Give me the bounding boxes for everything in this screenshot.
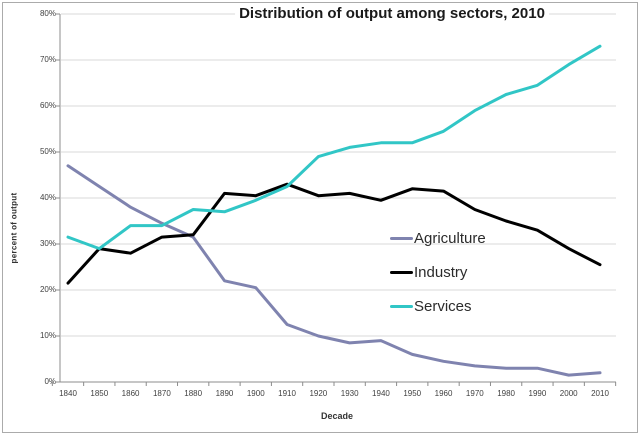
legend-swatch-industry bbox=[390, 270, 413, 274]
series-line-industry bbox=[66, 182, 602, 285]
legend-label: Agriculture bbox=[414, 229, 486, 247]
x-tick-label: 1970 bbox=[465, 389, 484, 398]
y-tick-label: 40% bbox=[39, 193, 56, 202]
x-tick-label: 1870 bbox=[152, 389, 171, 398]
y-tick-label: 20% bbox=[39, 285, 56, 294]
legend-label: Industry bbox=[414, 263, 468, 281]
x-tick-label: 1900 bbox=[246, 389, 265, 398]
gridlines bbox=[61, 13, 616, 337]
series-line-services bbox=[66, 44, 602, 251]
chart-title: Distribution of output among sectors, 20… bbox=[235, 5, 549, 22]
legend-item-services: Services bbox=[390, 297, 486, 315]
x-tick-label: 1840 bbox=[59, 389, 77, 398]
y-tick-label: 0% bbox=[44, 377, 56, 386]
x-tick-label: 2010 bbox=[591, 389, 609, 398]
x-axis-title: Decade bbox=[320, 411, 354, 421]
y-tick-label: 50% bbox=[39, 147, 56, 156]
x-tick-label: 1850 bbox=[90, 389, 109, 398]
y-tick-label: 60% bbox=[39, 101, 56, 110]
x-tick-label: 1930 bbox=[340, 389, 359, 398]
y-tick-label: 70% bbox=[39, 55, 56, 64]
legend: Agriculture Industry Services bbox=[390, 229, 486, 331]
legend-item-agriculture: Agriculture bbox=[390, 229, 486, 247]
y-axis-title: percent of output bbox=[9, 192, 19, 264]
x-tick-label: 1920 bbox=[309, 389, 328, 398]
x-tick-label: 1860 bbox=[121, 389, 140, 398]
x-tick-label: 1960 bbox=[434, 389, 453, 398]
legend-label: Services bbox=[414, 297, 472, 315]
x-tick-label: 1990 bbox=[528, 389, 547, 398]
y-tick-label: 10% bbox=[39, 331, 56, 340]
legend-swatch-agriculture bbox=[390, 236, 413, 240]
x-tick-label: 1910 bbox=[278, 389, 296, 398]
x-tick-label: 2000 bbox=[559, 389, 578, 398]
x-tick-label: 1980 bbox=[497, 389, 516, 398]
legend-item-industry: Industry bbox=[390, 263, 486, 281]
y-tick-label: 80% bbox=[39, 9, 56, 18]
series-line-agriculture bbox=[66, 164, 602, 377]
x-tick-label: 1940 bbox=[372, 389, 390, 398]
x-tick-label: 1880 bbox=[184, 389, 203, 398]
x-tick-label: 1950 bbox=[403, 389, 422, 398]
x-tick-label: 1890 bbox=[215, 389, 234, 398]
legend-swatch-services bbox=[390, 304, 413, 308]
axes bbox=[51, 13, 617, 386]
y-tick-label: 30% bbox=[39, 239, 56, 248]
